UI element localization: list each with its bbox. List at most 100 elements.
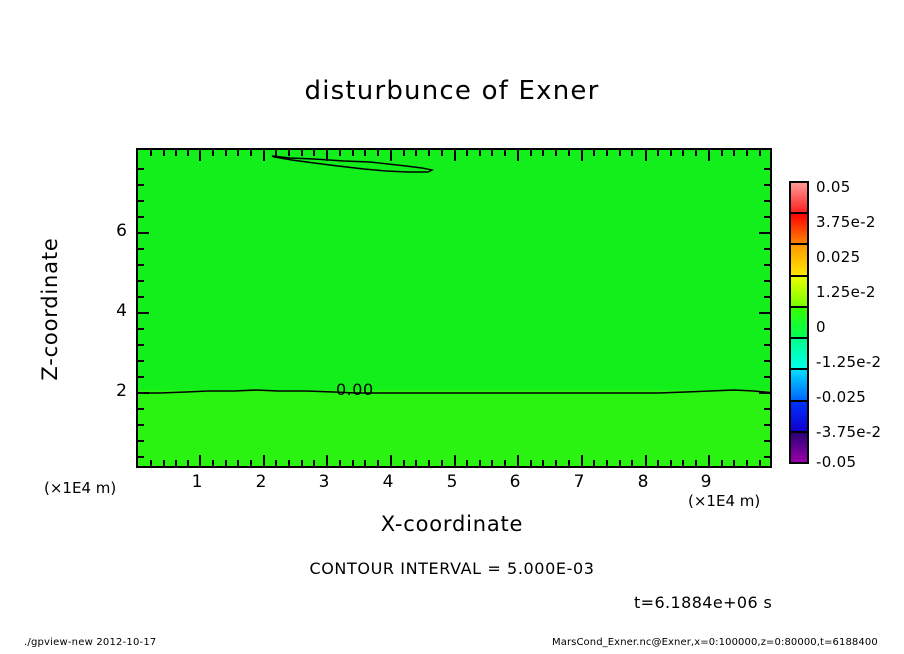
xtick-top-minor xyxy=(721,150,723,156)
colorbar-label-5: -1.25e-2 xyxy=(816,353,882,371)
y-axis-title: Z-coordinate xyxy=(38,237,62,381)
ytick-right-minor xyxy=(764,168,770,170)
xtick-top-minor xyxy=(682,150,684,156)
ytick-right-minor xyxy=(764,216,770,218)
ytick-right-minor xyxy=(764,408,770,410)
xtick-top-minor xyxy=(275,150,277,156)
xtick-minor xyxy=(225,460,227,466)
xtick-top-major xyxy=(708,150,710,161)
colorbar-label-7: -3.75e-2 xyxy=(816,423,882,441)
xtick-top-major xyxy=(199,150,201,161)
page-title: disturbunce of Exner xyxy=(304,76,600,106)
xtick-top-minor xyxy=(225,150,227,156)
ytick-right-minor xyxy=(764,344,770,346)
xtick-minor xyxy=(721,460,723,466)
xtick-label-7: 7 xyxy=(573,472,585,492)
xtick-minor xyxy=(163,460,165,466)
field-region-upper xyxy=(138,150,770,394)
xtick-major-6 xyxy=(517,455,519,466)
xtick-top-major xyxy=(645,150,647,161)
xtick-minor xyxy=(250,460,252,466)
ytick-minor xyxy=(138,456,144,458)
xtick-minor xyxy=(466,460,468,466)
ytick-minor xyxy=(138,376,144,378)
colorbar-label-6: -0.025 xyxy=(816,388,867,406)
xtick-top-minor xyxy=(733,150,735,156)
ytick-right-minor xyxy=(764,200,770,202)
ytick-label-2: 2 xyxy=(116,381,127,401)
xtick-major-3 xyxy=(326,455,328,466)
xtick-minor xyxy=(542,460,544,466)
xtick-label-1: 1 xyxy=(191,472,203,492)
xtick-minor xyxy=(555,460,557,466)
xtick-top-minor xyxy=(631,150,633,156)
ytick-minor xyxy=(138,328,144,330)
time-stamp: t=6.1884e+06 s xyxy=(634,593,773,612)
contour-plot-area[interactable] xyxy=(136,148,772,468)
xtick-minor xyxy=(682,460,684,466)
ytick-minor xyxy=(138,184,144,186)
colorbar-band-violet xyxy=(791,432,807,462)
xtick-top-minor xyxy=(288,150,290,156)
xtick-minor xyxy=(479,460,481,466)
xtick-major-7 xyxy=(581,455,583,466)
xtick-top-minor xyxy=(746,150,748,156)
ytick-major-2 xyxy=(138,392,149,394)
xtick-top-minor xyxy=(441,150,443,156)
colorbar-band-red xyxy=(791,183,807,215)
xtick-minor xyxy=(568,460,570,466)
ytick-minor xyxy=(138,296,144,298)
xtick-top-minor xyxy=(695,150,697,156)
xtick-top-minor xyxy=(212,150,214,156)
xtick-major-5 xyxy=(454,455,456,466)
xtick-minor xyxy=(237,460,239,466)
ytick-right-minor xyxy=(764,440,770,442)
ytick-minor xyxy=(138,344,144,346)
xtick-label-4: 4 xyxy=(382,472,394,492)
colorbar-label-4: 0 xyxy=(816,318,826,336)
xtick-minor xyxy=(187,460,189,466)
colorbar-label-3: 1.25e-2 xyxy=(816,283,876,301)
xtick-top-minor xyxy=(606,150,608,156)
xtick-label-5: 5 xyxy=(446,472,458,492)
ytick-right-minor xyxy=(764,296,770,298)
colorbar-band-cyan xyxy=(791,370,807,402)
xtick-top-minor xyxy=(364,150,366,156)
xtick-minor xyxy=(352,460,354,466)
contour-interval-note: CONTOUR INTERVAL = 5.000E-03 xyxy=(309,559,595,578)
xtick-minor xyxy=(313,460,315,466)
xtick-label-6: 6 xyxy=(509,472,521,492)
xtick-top-minor xyxy=(163,150,165,156)
xtick-minor xyxy=(746,460,748,466)
xtick-minor xyxy=(606,460,608,466)
colorbar-band-orange xyxy=(791,245,807,277)
xtick-minor xyxy=(403,460,405,466)
colorbar-band-spring xyxy=(791,339,807,371)
colorbar-band-yellow xyxy=(791,276,807,308)
xtick-minor xyxy=(428,460,430,466)
xtick-minor xyxy=(657,460,659,466)
field-region-lower xyxy=(138,390,770,466)
colorbar-band-orange-red xyxy=(791,214,807,246)
xtick-minor xyxy=(631,460,633,466)
footer-command: ./gpview-new 2012-10-17 xyxy=(24,637,157,648)
xtick-top-minor xyxy=(593,150,595,156)
xtick-minor xyxy=(301,460,303,466)
xtick-top-minor xyxy=(428,150,430,156)
ytick-right-minor xyxy=(764,360,770,362)
ytick-minor xyxy=(138,248,144,250)
ytick-right-minor xyxy=(764,184,770,186)
xtick-top-minor xyxy=(670,150,672,156)
xtick-top-minor xyxy=(175,150,177,156)
xtick-top-minor xyxy=(657,150,659,156)
ytick-right-minor xyxy=(764,424,770,426)
ytick-label-4: 4 xyxy=(116,301,127,321)
xtick-label-8: 8 xyxy=(637,472,649,492)
ytick-minor xyxy=(138,216,144,218)
ytick-minor xyxy=(138,168,144,170)
xtick-major-1 xyxy=(199,455,201,466)
xtick-major-8 xyxy=(645,455,647,466)
colorbar[interactable] xyxy=(789,181,809,464)
xtick-minor xyxy=(504,460,506,466)
xtick-top-major xyxy=(390,150,392,161)
